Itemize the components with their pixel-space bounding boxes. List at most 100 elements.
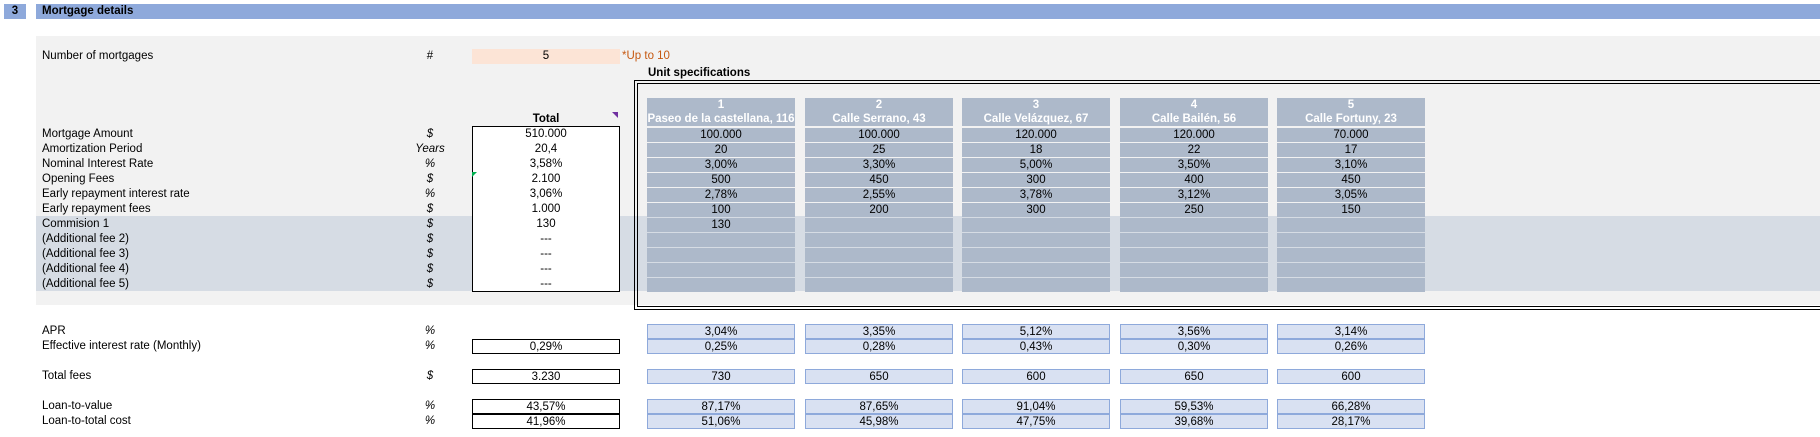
row-total[interactable]: ---: [540, 248, 552, 260]
unit-spec-cell[interactable]: 450: [1277, 173, 1425, 187]
row-total[interactable]: 3,58%: [529, 158, 563, 170]
unit-spec-cell[interactable]: 3,78%: [962, 188, 1110, 202]
unit-spec-cell[interactable]: 3,50%: [1120, 158, 1268, 172]
result-unit-cell[interactable]: 39,68%: [1120, 414, 1268, 429]
unit-spec-cell[interactable]: 500: [647, 173, 795, 187]
result-unit-cell[interactable]: 0,28%: [805, 339, 953, 354]
error-marker-icon[interactable]: [472, 172, 477, 177]
unit-spec-cell[interactable]: [1120, 278, 1268, 292]
unit-spec-cell[interactable]: 150: [1277, 203, 1425, 217]
unit-spec-cell[interactable]: 22: [1120, 143, 1268, 157]
row-total[interactable]: 130: [536, 218, 556, 230]
unit-spec-cell[interactable]: 200: [805, 203, 953, 217]
unit-spec-cell[interactable]: 130: [647, 218, 795, 232]
unit-name-header: Paseo de la castellana, 116: [647, 112, 795, 126]
result-unit-cell[interactable]: 3,14%: [1277, 324, 1425, 339]
unit-spec-cell[interactable]: [1277, 233, 1425, 247]
result-total[interactable]: 43,57%: [472, 399, 620, 414]
row-total[interactable]: 3,06%: [529, 188, 563, 200]
result-unit-cell[interactable]: 600: [1277, 369, 1425, 384]
result-unit-cell[interactable]: 600: [962, 369, 1110, 384]
row-total[interactable]: 20,4: [534, 143, 558, 155]
result-unit-cell[interactable]: 87,65%: [805, 399, 953, 414]
unit-spec-cell[interactable]: [1120, 263, 1268, 277]
unit-spec-cell[interactable]: 120.000: [962, 128, 1110, 142]
unit-spec-cell[interactable]: [805, 218, 953, 232]
unit-spec-cell[interactable]: [1120, 248, 1268, 262]
unit-spec-cell[interactable]: 400: [1120, 173, 1268, 187]
unit-spec-cell[interactable]: [962, 278, 1110, 292]
unit-spec-cell[interactable]: [1120, 218, 1268, 232]
unit-spec-cell[interactable]: 3,00%: [647, 158, 795, 172]
result-unit-cell[interactable]: 3,04%: [647, 324, 795, 339]
unit-spec-cell[interactable]: 17: [1277, 143, 1425, 157]
unit-spec-cell[interactable]: 18: [962, 143, 1110, 157]
unit-spec-cell[interactable]: 2,55%: [805, 188, 953, 202]
result-unit-cell[interactable]: 0,43%: [962, 339, 1110, 354]
result-unit-cell[interactable]: 5,12%: [962, 324, 1110, 339]
unit-spec-cell[interactable]: [962, 248, 1110, 262]
unit-spec-cell[interactable]: [647, 248, 795, 262]
unit-spec-cell[interactable]: 3,10%: [1277, 158, 1425, 172]
row-total[interactable]: 1.000: [531, 203, 561, 215]
row-total[interactable]: ---: [540, 278, 552, 290]
unit-spec-cell[interactable]: [962, 263, 1110, 277]
unit-spec-cell[interactable]: [805, 248, 953, 262]
unit-spec-cell[interactable]: 2,78%: [647, 188, 795, 202]
unit-spec-cell[interactable]: [962, 233, 1110, 247]
unit-number-header: 3: [962, 98, 1110, 112]
unit-spec-cell[interactable]: 100.000: [805, 128, 953, 142]
result-unit-cell[interactable]: 87,17%: [647, 399, 795, 414]
unit-spec-cell[interactable]: [1277, 263, 1425, 277]
row-total[interactable]: 510.000: [525, 128, 567, 140]
unit-spec-cell[interactable]: 20: [647, 143, 795, 157]
result-unit-cell[interactable]: 0,26%: [1277, 339, 1425, 354]
result-unit-cell[interactable]: 47,75%: [962, 414, 1110, 429]
unit-spec-cell[interactable]: 120.000: [1120, 128, 1268, 142]
unit-spec-cell[interactable]: [647, 278, 795, 292]
unit-spec-cell[interactable]: 300: [962, 173, 1110, 187]
unit-spec-cell[interactable]: 25: [805, 143, 953, 157]
comment-marker-icon[interactable]: [612, 112, 618, 118]
result-unit-cell[interactable]: 45,98%: [805, 414, 953, 429]
unit-spec-cell[interactable]: [647, 233, 795, 247]
result-unit-cell[interactable]: 28,17%: [1277, 414, 1425, 429]
result-unit-cell[interactable]: 91,04%: [962, 399, 1110, 414]
result-unit-cell[interactable]: 0,25%: [647, 339, 795, 354]
unit-spec-cell[interactable]: [647, 263, 795, 277]
unit-spec-cell[interactable]: 3,30%: [805, 158, 953, 172]
unit-spec-cell[interactable]: 100.000: [647, 128, 795, 142]
result-unit-cell[interactable]: 3,56%: [1120, 324, 1268, 339]
result-unit-cell[interactable]: 59,53%: [1120, 399, 1268, 414]
row-total[interactable]: ---: [540, 263, 552, 275]
unit-spec-cell[interactable]: 3,05%: [1277, 188, 1425, 202]
result-total[interactable]: 41,96%: [472, 414, 620, 429]
unit-spec-cell[interactable]: [805, 278, 953, 292]
result-unit-cell[interactable]: 650: [805, 369, 953, 384]
row-total[interactable]: ---: [540, 233, 552, 245]
result-unit-cell[interactable]: 0,30%: [1120, 339, 1268, 354]
result-total[interactable]: 0,29%: [472, 339, 620, 354]
result-unit-cell[interactable]: 730: [647, 369, 795, 384]
unit-spec-cell[interactable]: 300: [962, 203, 1110, 217]
unit-spec-cell[interactable]: [805, 233, 953, 247]
unit-spec-cell[interactable]: [1120, 233, 1268, 247]
unit-spec-cell[interactable]: 3,12%: [1120, 188, 1268, 202]
num-mortgages-input[interactable]: 5: [472, 49, 620, 64]
unit-spec-cell[interactable]: [1277, 218, 1425, 232]
unit-spec-cell[interactable]: 70.000: [1277, 128, 1425, 142]
unit-spec-cell[interactable]: 250: [1120, 203, 1268, 217]
unit-spec-cell[interactable]: [1277, 278, 1425, 292]
unit-spec-cell[interactable]: [962, 218, 1110, 232]
unit-spec-cell[interactable]: [1277, 248, 1425, 262]
result-unit-cell[interactable]: 650: [1120, 369, 1268, 384]
result-total[interactable]: 3.230: [472, 369, 620, 384]
unit-spec-cell[interactable]: 450: [805, 173, 953, 187]
unit-spec-cell[interactable]: 100: [647, 203, 795, 217]
result-unit-cell[interactable]: 3,35%: [805, 324, 953, 339]
result-unit-cell[interactable]: 66,28%: [1277, 399, 1425, 414]
result-unit-cell[interactable]: 51,06%: [647, 414, 795, 429]
unit-spec-cell[interactable]: [805, 263, 953, 277]
unit-spec-cell[interactable]: 5,00%: [962, 158, 1110, 172]
row-total[interactable]: 2.100: [531, 173, 561, 185]
